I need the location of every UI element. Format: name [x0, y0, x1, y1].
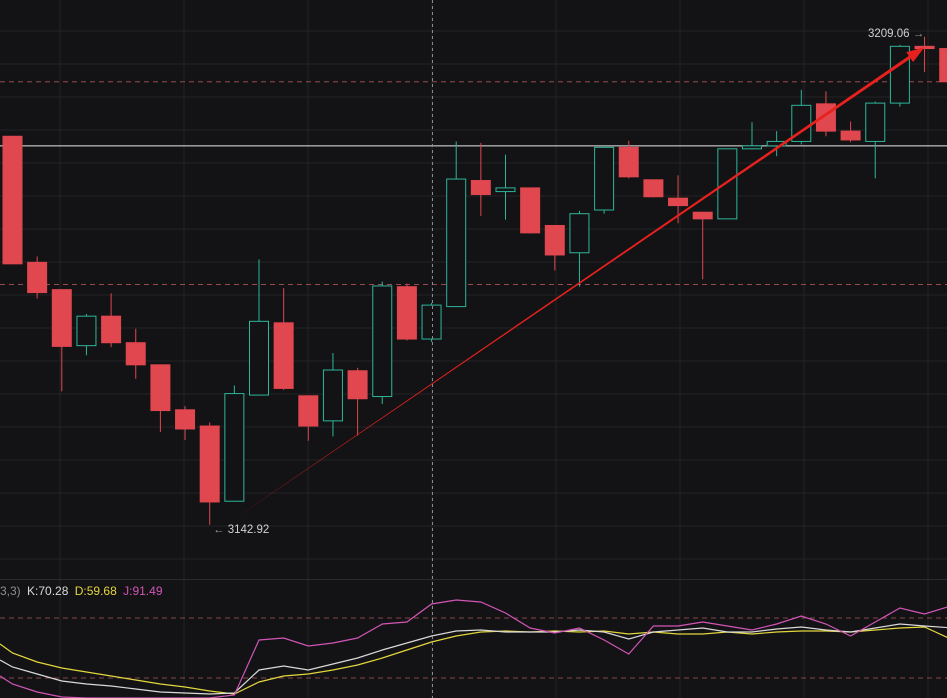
candle-down: [520, 187, 541, 234]
kdj-d-value: D:59.68: [74, 584, 117, 598]
candle-down: [396, 286, 417, 340]
arrow-left-icon: ←: [213, 523, 225, 536]
candle-down: [101, 315, 122, 344]
candle-down: [298, 395, 319, 427]
high-price-value: 3209.06: [868, 28, 910, 41]
candle-down: [175, 409, 196, 430]
candle-up: [249, 320, 269, 396]
candle-up: [766, 140, 787, 147]
candle-down: [150, 364, 171, 412]
kdj-k-line: [0, 623, 947, 695]
trend-arrow-head: [906, 47, 925, 63]
kdj-j-value: J:91.49: [123, 584, 163, 598]
candle-up: [742, 145, 762, 150]
candle-down: [544, 224, 565, 256]
candles: [2, 36, 947, 525]
kdj-legend: 3,3) K:70.28 D:59.68 J:91.49: [0, 584, 166, 598]
candle-down: [273, 322, 294, 389]
candle-up: [594, 146, 615, 211]
candle-up: [322, 369, 343, 422]
candle-down: [470, 180, 491, 196]
candle-down: [840, 130, 861, 141]
candle-down: [51, 289, 72, 347]
candle-up: [421, 304, 442, 340]
candle-down: [668, 197, 689, 207]
candle-up: [446, 178, 467, 308]
candle-up: [76, 315, 97, 347]
candle-down: [692, 211, 713, 220]
candle-up: [865, 102, 886, 142]
low-price-value: 3142.92: [227, 523, 270, 536]
price-levels: [0, 81, 947, 285]
kdj-k-value: K:70.28: [27, 584, 69, 598]
candle-down: [939, 48, 947, 83]
trend-arrow: [234, 47, 925, 519]
kdj-params: 3,3): [0, 584, 21, 598]
candle-up: [495, 187, 516, 193]
candle-up: [717, 148, 738, 220]
high-price-label: 3209.06 →: [868, 28, 924, 40]
candle-down: [643, 179, 664, 198]
candle-down: [27, 261, 48, 294]
low-price-label: ← 3142.92: [213, 524, 269, 536]
candle-down: [618, 146, 639, 178]
arrow-right-icon: →: [912, 28, 925, 41]
candle-down: [199, 425, 220, 503]
kdj-j-line: [0, 599, 947, 698]
candle-up: [372, 285, 393, 398]
candle-up: [569, 213, 590, 254]
candle-down: [2, 135, 23, 265]
candle-up: [224, 393, 245, 502]
candle-down: [914, 45, 935, 50]
kdj-indicator: [0, 599, 947, 698]
kdj-d-line: [0, 626, 947, 695]
candle-up: [889, 45, 910, 104]
candle-down: [125, 342, 146, 366]
trend-arrow-shaft: [234, 52, 916, 519]
candle-down: [347, 370, 368, 400]
